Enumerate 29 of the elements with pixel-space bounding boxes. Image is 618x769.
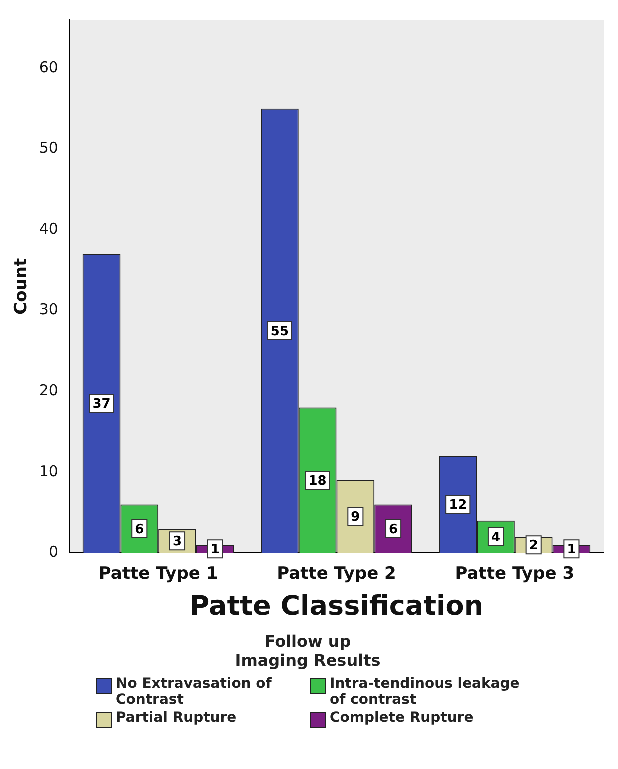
y-axis-title: Count xyxy=(12,258,32,315)
x-tick-label: Patte Type 3 xyxy=(455,564,575,584)
data-label: 12 xyxy=(449,498,468,514)
data-label: 2 xyxy=(529,538,538,554)
data-label: 6 xyxy=(135,522,144,538)
legend-label: Intra-tendinous leakage of contrast xyxy=(330,676,520,708)
y-tick-label: 40 xyxy=(39,220,58,238)
y-tick-label: 10 xyxy=(39,462,58,480)
data-label: 37 xyxy=(92,397,111,412)
data-label: 6 xyxy=(389,522,398,538)
x-axis-title: Patte Classification xyxy=(190,590,484,622)
data-label: 55 xyxy=(270,324,289,340)
data-label: 4 xyxy=(491,530,501,546)
data-label: 3 xyxy=(172,534,182,550)
y-tick-label: 60 xyxy=(39,58,58,76)
data-label: 1 xyxy=(567,542,576,558)
y-tick-label: 0 xyxy=(48,543,58,562)
x-tick-label: Patte Type 2 xyxy=(277,564,396,584)
legend-title: Follow up Imaging Results xyxy=(234,632,382,670)
data-label: 18 xyxy=(308,474,327,489)
x-tick-label: Patte Type 1 xyxy=(98,564,218,584)
y-tick-label: 50 xyxy=(39,139,58,158)
data-label: 9 xyxy=(351,510,360,526)
legend-label: No Extravasation of Contrast xyxy=(116,676,273,708)
legend-label: Partial Rupture xyxy=(116,710,237,726)
data-label: 1 xyxy=(210,542,220,558)
y-tick-label: 20 xyxy=(39,382,58,400)
legend-label: Complete Rupture xyxy=(330,710,474,726)
y-tick-label: 30 xyxy=(39,300,58,319)
